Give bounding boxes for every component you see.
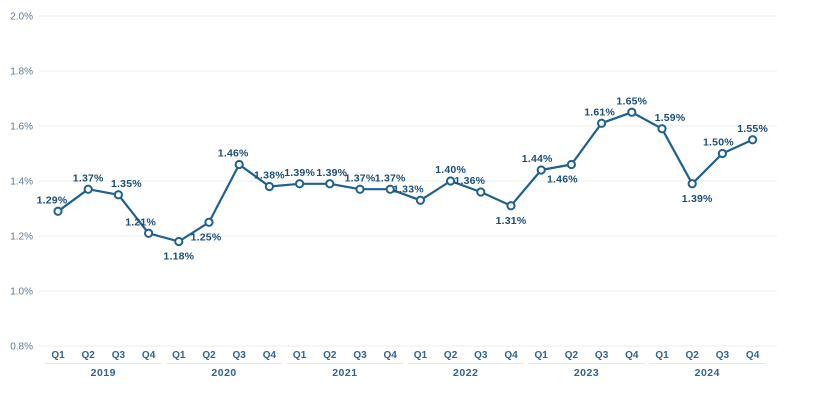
x-axis-quarter-label: Q2 xyxy=(565,350,579,361)
x-axis-quarter-label: Q4 xyxy=(746,350,760,361)
x-axis-quarter-label: Q3 xyxy=(112,350,126,361)
data-point-2024-q1[interactable] xyxy=(657,124,667,134)
data-point-label: 1.40% xyxy=(435,164,466,176)
data-point-label: 1.21% xyxy=(125,216,156,228)
data-point-label: 1.29% xyxy=(37,194,68,206)
x-axis-quarter-label: Q3 xyxy=(716,350,730,361)
x-axis-quarter-label: Q4 xyxy=(504,350,518,361)
data-point-label: 1.37% xyxy=(73,172,104,184)
data-point-2022-q3[interactable] xyxy=(476,187,486,197)
x-axis-quarter-label: Q3 xyxy=(233,350,247,361)
data-point-label: 1.33% xyxy=(393,183,424,195)
data-point-label: 1.37% xyxy=(375,172,406,184)
data-point-2024-q2[interactable] xyxy=(687,179,697,189)
data-point-label: 1.36% xyxy=(454,175,485,187)
y-axis-tick-label: 2.0% xyxy=(10,12,33,23)
x-axis-quarter-label: Q4 xyxy=(263,350,277,361)
data-point-2022-q2[interactable] xyxy=(446,176,456,186)
data-point-label: 1.25% xyxy=(191,231,222,243)
y-axis-tick-label: 1.0% xyxy=(10,287,33,298)
data-point-label: 1.37% xyxy=(345,172,376,184)
data-point-2023-q4[interactable] xyxy=(627,107,637,117)
y-axis-tick-label: 0.8% xyxy=(10,342,33,353)
x-axis-quarter-label: Q2 xyxy=(202,350,216,361)
data-point-label: 1.38% xyxy=(254,170,285,182)
data-point-label: 1.39% xyxy=(316,167,347,179)
data-point-2022-q1[interactable] xyxy=(415,195,425,205)
data-point-2020-q2[interactable] xyxy=(204,217,214,227)
x-axis-quarter-label: Q2 xyxy=(444,350,458,361)
x-axis-quarter-label: Q1 xyxy=(293,350,307,361)
x-axis-quarter-label: Q1 xyxy=(51,350,65,361)
x-axis-quarter-label: Q2 xyxy=(323,350,337,361)
data-point-label: 1.46% xyxy=(547,174,578,186)
x-axis-quarter-label: Q1 xyxy=(172,350,186,361)
data-point-label: 1.18% xyxy=(163,251,194,263)
y-axis-tick-label: 1.8% xyxy=(10,67,33,78)
data-point-label: 1.55% xyxy=(737,123,768,135)
x-axis-quarter-label: Q1 xyxy=(655,350,669,361)
y-axis-tick-label: 1.6% xyxy=(10,122,33,133)
x-axis-quarter-label: Q3 xyxy=(353,350,367,361)
data-point-2020-q1[interactable] xyxy=(174,236,184,247)
data-point-label: 1.39% xyxy=(682,193,713,205)
data-point-2021-q4[interactable] xyxy=(385,184,395,194)
data-point-2019-q1[interactable] xyxy=(53,206,63,216)
data-point-label: 1.46% xyxy=(218,148,249,160)
data-point-label: 1.39% xyxy=(284,167,315,179)
x-axis-quarter-label: Q4 xyxy=(384,350,398,361)
y-axis-tick-label: 1.2% xyxy=(10,232,33,243)
x-axis-quarter-label: Q3 xyxy=(595,350,609,361)
data-point-label: 1.59% xyxy=(655,112,686,124)
data-point-label: 1.35% xyxy=(111,178,142,190)
data-point-label: 1.50% xyxy=(703,137,734,149)
data-point-2023-q1[interactable] xyxy=(536,165,546,175)
data-point-2024-q3[interactable] xyxy=(717,148,728,159)
x-axis-quarter-label: Q2 xyxy=(686,350,700,361)
x-axis-year-label: 2019 xyxy=(91,367,116,379)
x-axis-year-label: 2024 xyxy=(695,367,720,379)
data-point-2019-q4[interactable] xyxy=(144,228,154,238)
data-point-2021-q3[interactable] xyxy=(355,184,365,194)
data-point-2020-q4[interactable] xyxy=(264,181,274,192)
data-point-2023-q2[interactable] xyxy=(566,159,577,170)
x-axis-quarter-label: Q1 xyxy=(414,350,428,361)
x-axis-year-label: 2023 xyxy=(574,367,599,379)
data-point-label: 1.65% xyxy=(616,95,647,107)
data-point-2020-q3[interactable] xyxy=(234,159,244,170)
data-point-2024-q4[interactable] xyxy=(748,135,758,145)
data-point-2019-q2[interactable] xyxy=(83,184,93,194)
x-axis-quarter-label: Q2 xyxy=(82,350,96,361)
data-point-2022-q4[interactable] xyxy=(506,201,516,211)
x-axis-quarter-label: Q4 xyxy=(625,350,639,361)
y-axis-tick-label: 1.4% xyxy=(10,177,33,188)
x-axis-year-label: 2021 xyxy=(332,367,357,379)
x-axis-year-label: 2020 xyxy=(211,367,236,379)
x-axis-year-label: 2022 xyxy=(453,367,478,379)
data-point-2021-q1[interactable] xyxy=(295,179,305,189)
data-point-label: 1.31% xyxy=(496,215,527,227)
data-point-2021-q2[interactable] xyxy=(325,179,335,189)
x-axis-quarter-label: Q4 xyxy=(142,350,156,361)
data-point-2019-q3[interactable] xyxy=(113,190,124,200)
x-axis-quarter-label: Q1 xyxy=(535,350,549,361)
trend-line xyxy=(56,111,754,243)
data-point-2023-q3[interactable] xyxy=(597,118,607,128)
data-point-label: 1.44% xyxy=(522,153,553,165)
data-point-label: 1.61% xyxy=(584,106,615,118)
x-axis-quarter-label: Q3 xyxy=(474,350,488,361)
